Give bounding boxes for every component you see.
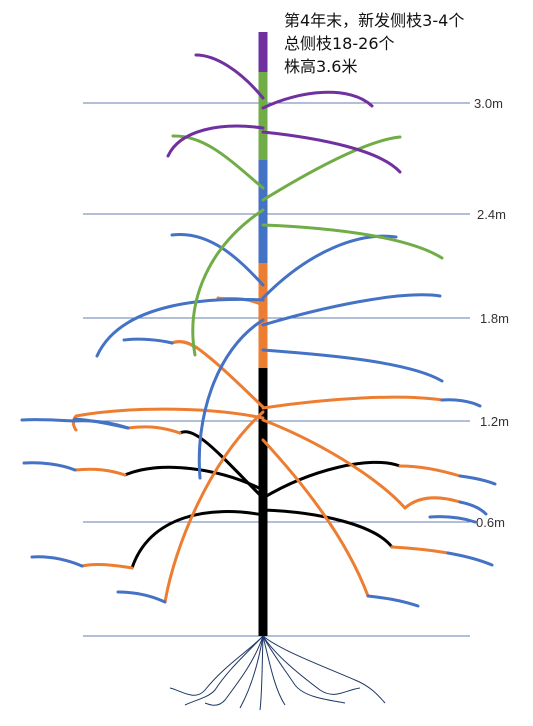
branch-y1-e	[261, 508, 394, 549]
year4-new-growth	[166, 32, 402, 174]
branch-y1-a	[178, 430, 265, 500]
height-label-3-0m: 3.0m	[474, 96, 503, 111]
height-labels: 3.0m 2.4m 1.8m 1.2m 0.6m	[474, 96, 509, 530]
annotation-line-3: 株高3.6米	[284, 57, 358, 76]
annotation-line-1: 第4年末，新发侧枝3-4个	[284, 11, 465, 30]
branch-y1-c	[130, 510, 265, 570]
height-gridlines	[83, 102, 470, 637]
year4-growth	[171, 72, 444, 357]
height-label-1-8m: 1.8m	[480, 311, 509, 326]
annotation-line-2: 总侧枝18-26个	[284, 34, 395, 53]
roots	[169, 635, 386, 711]
branch-y1-d	[261, 460, 402, 500]
height-label-1-2m: 1.2m	[480, 414, 509, 429]
year2-growth	[71, 263, 462, 604]
year3-growth	[20, 160, 497, 608]
branch-y1-b	[123, 465, 265, 492]
height-label-0-6m: 0.6m	[476, 515, 505, 530]
height-label-2-4m: 2.4m	[477, 207, 506, 222]
